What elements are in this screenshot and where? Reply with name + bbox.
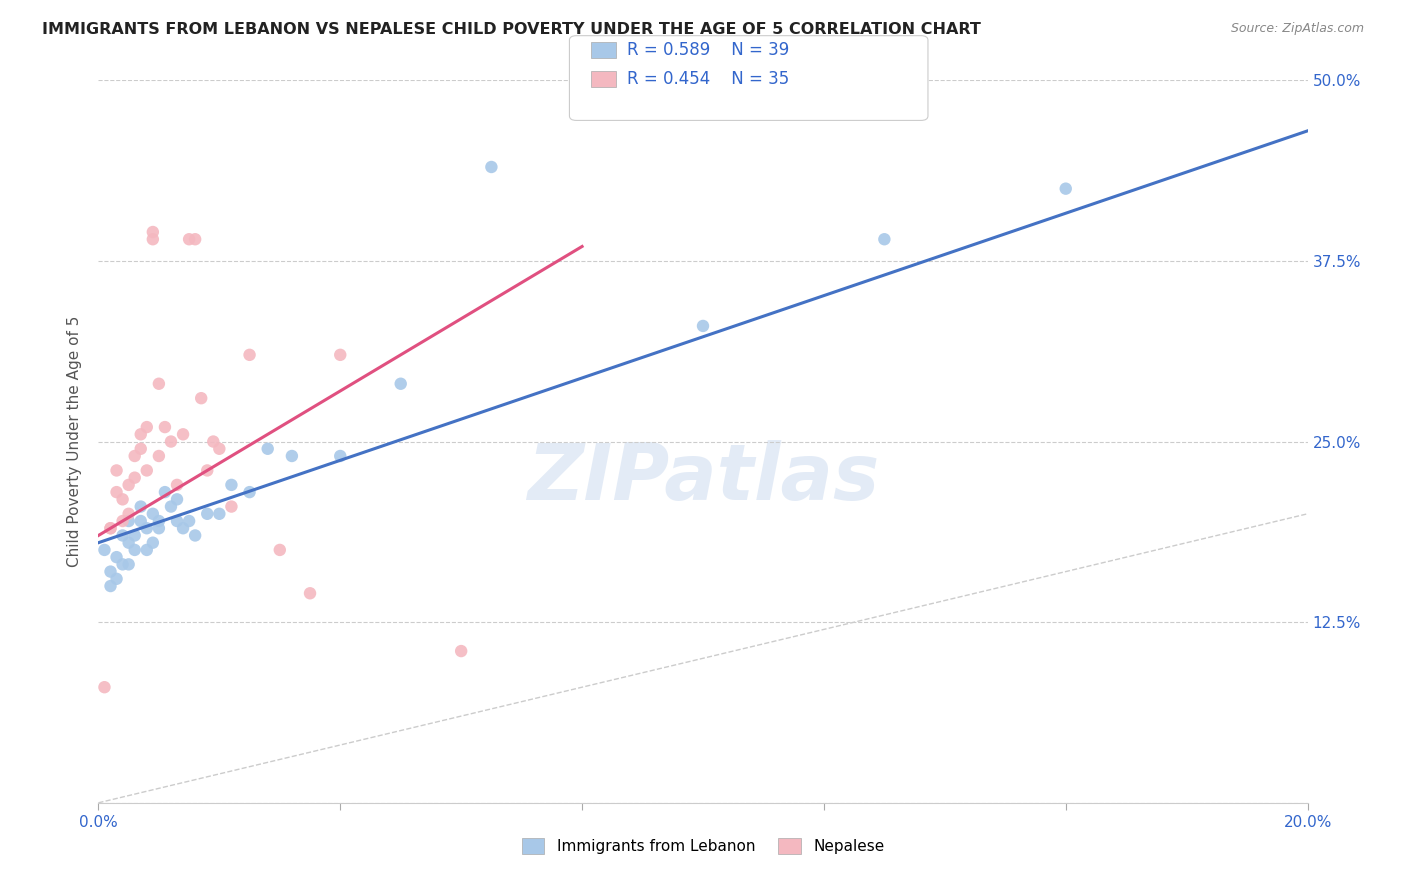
Point (166, 514, 188, 528)
Point (179, 514, 201, 528)
Point (105, 550, 128, 565)
Text: R = 0.454    N = 35: R = 0.454 N = 35 (627, 70, 789, 88)
Point (118, 514, 141, 528)
Point (135, 463, 157, 477)
Point (190, 391, 212, 405)
Point (135, 542, 157, 557)
Point (299, 586, 322, 600)
Point (111, 558, 134, 572)
Point (148, 514, 170, 528)
Point (172, 521, 194, 535)
Point (135, 420, 157, 434)
Point (195, 463, 218, 477)
Point (124, 449, 146, 463)
Text: ZIPatlas: ZIPatlas (527, 440, 879, 516)
Point (239, 348, 262, 362)
Point (129, 427, 152, 442)
Point (148, 376, 170, 391)
Point (281, 449, 304, 463)
Point (142, 535, 165, 549)
Point (208, 507, 231, 521)
Point (142, 232, 165, 246)
Point (129, 500, 152, 514)
Point (148, 521, 170, 535)
Point (239, 485, 262, 500)
Point (166, 478, 188, 492)
Point (389, 376, 412, 391)
Point (166, 492, 188, 507)
Point (329, 348, 352, 362)
Point (100, 579, 122, 593)
Point (179, 232, 201, 246)
Y-axis label: Child Poverty Under the Age of 5: Child Poverty Under the Age of 5 (67, 316, 83, 567)
Point (873, 232, 896, 246)
Text: R = 0.589    N = 39: R = 0.589 N = 39 (627, 41, 789, 59)
Point (1054, 182, 1077, 196)
Point (100, 565, 122, 579)
Legend: Immigrants from Lebanon, Nepalese: Immigrants from Lebanon, Nepalese (516, 832, 890, 860)
Point (221, 478, 243, 492)
Point (142, 225, 165, 239)
Point (148, 449, 170, 463)
Point (124, 528, 146, 542)
Point (221, 500, 243, 514)
Point (118, 558, 141, 572)
Point (105, 572, 128, 586)
Point (269, 542, 291, 557)
Point (202, 434, 225, 449)
Point (124, 542, 146, 557)
Point (93, 680, 115, 694)
Point (450, 644, 472, 658)
Point (142, 507, 165, 521)
Point (184, 232, 207, 246)
Point (195, 507, 218, 521)
Point (93, 542, 115, 557)
Point (105, 463, 128, 477)
Point (172, 427, 194, 442)
Point (208, 442, 231, 456)
Point (111, 514, 134, 528)
Point (160, 434, 183, 449)
Point (135, 521, 157, 535)
Text: IMMIGRANTS FROM LEBANON VS NEPALESE CHILD POVERTY UNDER THE AGE OF 5 CORRELATION: IMMIGRANTS FROM LEBANON VS NEPALESE CHIL… (42, 22, 981, 37)
Point (481, 160, 503, 174)
Point (184, 528, 207, 542)
Point (111, 528, 134, 542)
Point (105, 485, 128, 500)
Point (129, 514, 152, 528)
Point (118, 478, 141, 492)
Point (256, 442, 278, 456)
Point (100, 521, 122, 535)
Point (100, 521, 122, 535)
Point (118, 507, 141, 521)
Point (111, 492, 134, 507)
Point (124, 470, 146, 484)
Point (329, 449, 352, 463)
Point (692, 318, 714, 333)
Text: Source: ZipAtlas.com: Source: ZipAtlas.com (1230, 22, 1364, 36)
Point (129, 442, 152, 456)
Point (160, 500, 183, 514)
Point (118, 535, 141, 549)
Point (153, 485, 176, 500)
Point (153, 420, 176, 434)
